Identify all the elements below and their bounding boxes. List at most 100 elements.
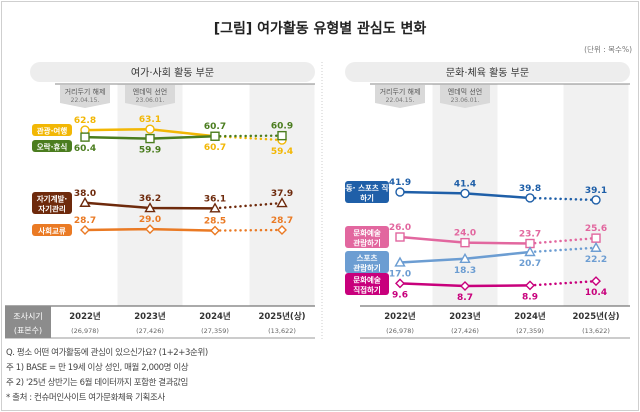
data-label: 9.6 bbox=[392, 290, 408, 300]
series-legend-label: 문화예술 직접하기 bbox=[353, 275, 381, 295]
unit-label: (단위 : 복수%) bbox=[584, 44, 632, 54]
data-point-diamond bbox=[525, 280, 535, 291]
event-date: 23.06.01. bbox=[136, 97, 165, 104]
row-header-period: 조사시기 bbox=[13, 312, 42, 321]
data-point-square bbox=[591, 233, 601, 243]
data-label: 36.1 bbox=[204, 194, 226, 204]
series-legend-badge bbox=[345, 181, 389, 203]
series-projection-line bbox=[528, 196, 598, 202]
data-label: 26.0 bbox=[389, 223, 411, 233]
series-legend-label: 문화예술 관람하기 bbox=[353, 228, 381, 248]
data-label: 10.4 bbox=[585, 288, 607, 298]
data-label: 38.0 bbox=[74, 189, 96, 199]
event-label: 거리두기 해제 bbox=[65, 87, 106, 96]
series-legend-badge bbox=[32, 192, 72, 214]
series-projection-line bbox=[528, 236, 598, 245]
event-date: 23.06.01. bbox=[451, 97, 480, 104]
data-label: 41.4 bbox=[454, 179, 476, 189]
data-label: 25.6 bbox=[585, 224, 607, 234]
data-label: 8.7 bbox=[457, 293, 473, 303]
series-legend-label: 관광·여행 bbox=[37, 126, 68, 136]
data-point-circle bbox=[460, 188, 470, 199]
event-date: 22.04.15. bbox=[386, 97, 415, 104]
year-label: 2023년 bbox=[134, 311, 166, 322]
series-legend-label: 자기계발· 자기관리 bbox=[37, 194, 68, 214]
data-point-circle bbox=[395, 187, 405, 197]
panel-title: 여가·사회 활동 부문 bbox=[131, 66, 214, 79]
sample-size: (26,978) bbox=[71, 327, 99, 335]
data-label: 28.7 bbox=[271, 216, 293, 226]
data-label: 22.2 bbox=[585, 255, 607, 265]
series-legend-badge bbox=[32, 224, 72, 236]
panel-header-pill bbox=[345, 62, 630, 82]
year-label: 2023년 bbox=[449, 311, 481, 322]
data-point-triangle bbox=[524, 246, 536, 257]
data-label: 60.4 bbox=[74, 144, 96, 154]
data-label: 20.7 bbox=[519, 259, 541, 269]
sample-size: (27,359) bbox=[201, 327, 229, 335]
data-point-diamond bbox=[80, 225, 90, 235]
data-label: 60.7 bbox=[204, 143, 226, 153]
data-point-triangle bbox=[394, 256, 406, 267]
panel-title: 문화·체육 활동 부문 bbox=[446, 66, 529, 79]
data-label: 60.9 bbox=[271, 122, 293, 132]
series-legend-label: 스포츠 관람하기 bbox=[353, 254, 381, 273]
data-point-triangle bbox=[590, 241, 602, 252]
sample-size: (27,426) bbox=[136, 327, 164, 335]
data-point-diamond bbox=[460, 280, 470, 291]
sample-size: (13,622) bbox=[268, 327, 296, 335]
data-label: 18.3 bbox=[454, 266, 476, 276]
figure-title: [그림] 여가활동 유형별 관심도 변화 bbox=[214, 20, 427, 37]
data-label: 59.4 bbox=[271, 147, 293, 157]
year-label: 2022년 bbox=[384, 311, 416, 322]
series-legend-badge bbox=[32, 124, 72, 136]
data-label: 60.7 bbox=[204, 122, 226, 132]
row-header-sample: (표본수) bbox=[14, 326, 42, 335]
sample-size: (27,426) bbox=[451, 327, 479, 335]
base-note: 주 1) BASE = 만 19세 이상 성인, 매월 2,000명 이상 bbox=[6, 363, 189, 373]
sample-size: (13,622) bbox=[582, 327, 610, 335]
data-point-diamond bbox=[591, 276, 601, 287]
data-point-circle bbox=[145, 124, 155, 134]
data-point-square bbox=[277, 130, 287, 141]
shaded-column bbox=[117, 84, 183, 306]
data-label: 8.9 bbox=[522, 292, 538, 302]
data-point-diamond bbox=[277, 225, 287, 235]
data-point-diamond bbox=[210, 225, 220, 236]
data-label: 39.8 bbox=[519, 184, 541, 194]
year-label: 2022년 bbox=[69, 311, 101, 322]
data-label: 62.8 bbox=[74, 116, 96, 126]
question-note: Q. 평소 어떤 여가활동에 관심이 있으신가요? (1+2+3순위) bbox=[6, 348, 208, 358]
year-label: 2025년(상) bbox=[572, 311, 619, 322]
data-point-square bbox=[145, 133, 155, 144]
series-projection-line bbox=[528, 279, 598, 287]
data-label: 17.0 bbox=[389, 269, 411, 279]
data-point-triangle bbox=[276, 197, 288, 208]
data-label: 36.2 bbox=[139, 194, 161, 204]
year-label: 2024년 bbox=[199, 311, 231, 322]
data-label: 29.0 bbox=[139, 215, 161, 225]
data-point-circle bbox=[591, 195, 601, 205]
data-point-square bbox=[80, 132, 90, 142]
event-tag bbox=[125, 85, 175, 108]
row-header-cell bbox=[5, 306, 51, 338]
series-projection-line bbox=[528, 246, 598, 254]
data-point-diamond bbox=[395, 278, 405, 289]
event-label: 엔데믹 선언 bbox=[133, 87, 167, 96]
series-legend-badge bbox=[345, 273, 389, 295]
sample-size: (26,978) bbox=[386, 327, 414, 335]
series-legend-badge bbox=[345, 251, 389, 273]
data-label: 39.1 bbox=[585, 186, 607, 196]
event-date: 22.04.15. bbox=[71, 97, 100, 104]
data-point-triangle bbox=[459, 252, 471, 263]
data-label: 37.9 bbox=[271, 189, 293, 199]
panel-header-pill bbox=[30, 62, 315, 82]
event-label: 거리두기 해제 bbox=[380, 87, 421, 96]
shaded-column bbox=[249, 84, 315, 306]
event-label: 엔데믹 선언 bbox=[448, 87, 482, 96]
series-projection-line bbox=[213, 201, 284, 210]
source-note: * 출처 : 컨슈머인사이트 여가문화체육 기획조사 bbox=[6, 393, 165, 403]
